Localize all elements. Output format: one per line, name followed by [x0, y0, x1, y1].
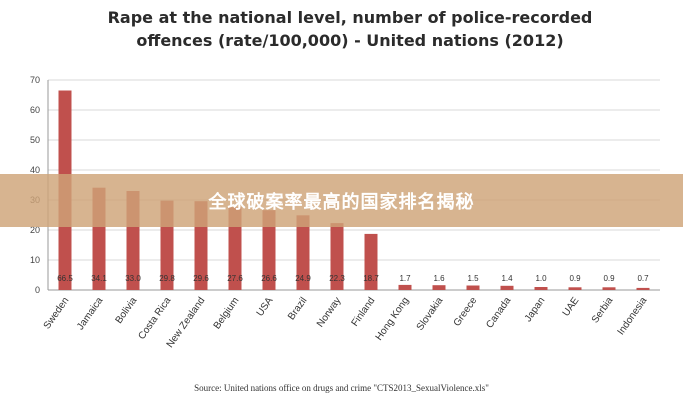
x-category-label: Indonesia [616, 295, 650, 337]
y-tick-label: 20 [30, 225, 40, 235]
y-tick-label: 50 [30, 135, 40, 145]
bar [500, 285, 514, 290]
x-category-label: Hong Kong [374, 295, 412, 342]
bar-value-label: 66.5 [57, 274, 73, 283]
bar [602, 287, 616, 290]
x-category-label: Brazil [286, 295, 309, 322]
x-category-label: Greece [452, 295, 480, 329]
bar-value-label: 22.3 [329, 274, 345, 283]
bar-value-label: 0.9 [603, 274, 615, 283]
source-note: Source: United nations office on drugs a… [194, 383, 489, 393]
bar [228, 207, 242, 290]
bar-value-label: 29.8 [159, 274, 175, 283]
bar-value-label: 29.6 [193, 274, 209, 283]
bar-value-label: 27.6 [227, 274, 243, 283]
chart-title: Rape at the national level, number of po… [60, 6, 640, 52]
x-category-label: Norway [315, 295, 343, 329]
bar [398, 284, 412, 290]
bar-value-label: 1.4 [501, 274, 513, 283]
bar-value-label: 33.0 [125, 274, 141, 283]
bar-value-label: 26.6 [261, 274, 277, 283]
x-category-label: Jamaica [75, 295, 106, 332]
bar [534, 287, 548, 290]
y-tick-label: 40 [30, 165, 40, 175]
banner-text: 全球破案率最高的国家排名揭秘 [208, 191, 475, 213]
x-category-label: Sweden [42, 295, 72, 331]
bar-value-label: 1.5 [467, 274, 479, 283]
bar-value-label: 0.9 [569, 274, 581, 283]
bar-value-label: 1.6 [433, 274, 445, 283]
bar [636, 287, 650, 290]
bar-value-label: 34.1 [91, 274, 107, 283]
bar-value-label: 24.9 [295, 274, 311, 283]
y-tick-label: 60 [30, 105, 40, 115]
chart-title-line-1: Rape at the national level, number of po… [107, 8, 593, 27]
bar [568, 287, 582, 290]
bar-value-label: 18.7 [363, 274, 379, 283]
x-category-label: Japan [523, 295, 548, 324]
bar-value-label: 1.0 [535, 274, 547, 283]
chart-title-line-2: offences (rate/100,000) - United nations… [136, 31, 564, 50]
x-category-label: UAE [561, 295, 582, 318]
x-category-label: Canada [484, 295, 513, 330]
x-category-label: Belgium [212, 295, 242, 331]
x-category-label: Bolivia [114, 295, 140, 326]
bar [262, 210, 276, 290]
bar [432, 285, 446, 290]
bar-value-label: 0.7 [637, 274, 649, 283]
x-category-label: USA [255, 295, 276, 318]
bar [364, 233, 378, 290]
overlay-banner: 全球破案率最高的国家排名揭秘 [0, 174, 683, 227]
bar [330, 223, 344, 290]
x-category-label: Serbia [590, 295, 616, 325]
bar [296, 215, 310, 290]
x-category-label: Slovakia [415, 295, 446, 333]
bar [466, 285, 480, 290]
x-category-label: Finland [350, 295, 378, 328]
y-tick-label: 70 [30, 75, 40, 85]
bar-value-label: 1.7 [399, 274, 411, 283]
y-tick-label: 10 [30, 255, 40, 265]
x-category-label: Costa Rica [136, 295, 173, 342]
y-tick-label: 0 [35, 285, 40, 295]
